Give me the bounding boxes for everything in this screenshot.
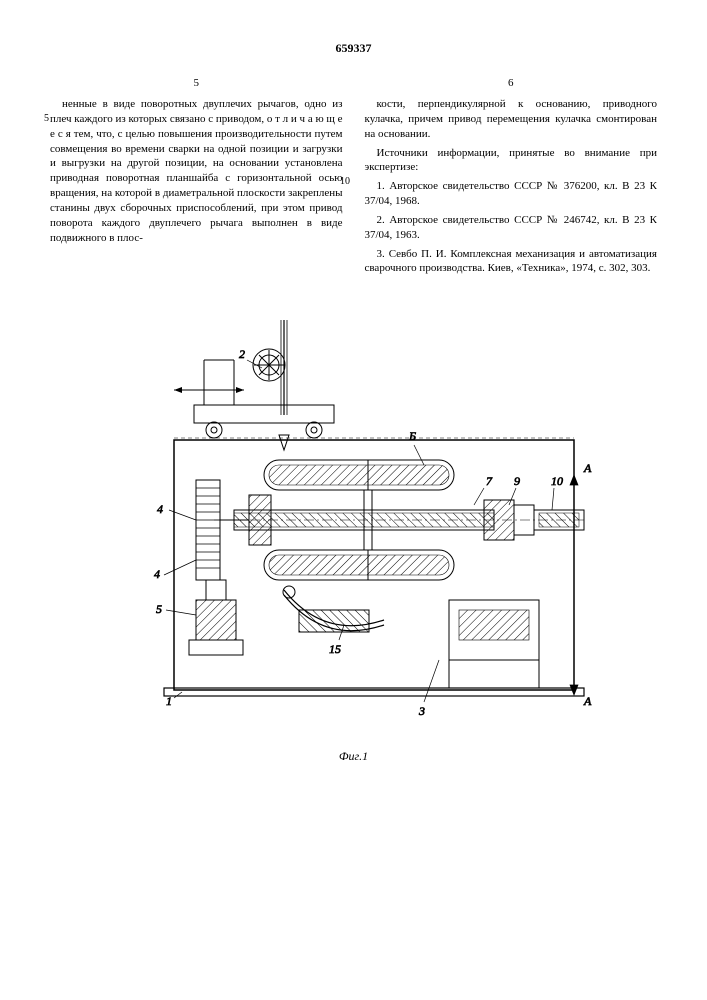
right-col-label: 6 [365, 76, 658, 91]
figure-diagram: 2 4 4 5 Б 7 9 10 [114, 310, 594, 740]
callout-7: 7 [486, 474, 493, 488]
source-2: 2. Авторское свидетельство СССР № 246742… [365, 213, 658, 243]
source-3: 3. Севбо П. И. Комплексная механизация и… [365, 247, 658, 277]
document-number: 659337 [50, 40, 657, 56]
right-support [449, 600, 539, 688]
callout-9: 9 [514, 474, 520, 488]
callout-4a: 4 [157, 502, 163, 516]
callout-2: 2 [239, 347, 245, 361]
cam-lever [283, 586, 384, 632]
right-column: 6 кости, перпендикулярной к основанию, п… [365, 76, 658, 280]
section-A-bot: A [583, 694, 592, 708]
figure-area: 2 4 4 5 Б 7 9 10 [50, 310, 657, 764]
rotating-assembly [214, 460, 584, 580]
gear-drive [189, 480, 249, 655]
right-paragraph: кости, перпендикулярной к основанию, при… [365, 97, 658, 142]
text-columns: 5 ненные в виде поворотных двуплечих рыч… [50, 76, 657, 280]
line-marker-10: 10 [340, 175, 350, 189]
sources-heading: Источники информации, принятые во вниман… [365, 146, 658, 176]
left-paragraph: ненные в виде поворотных двуплечих рычаг… [50, 97, 343, 245]
section-A-top: A [583, 461, 592, 475]
callout-B: Б [408, 429, 416, 443]
left-col-label: 5 [50, 76, 343, 91]
source-1: 1. Авторское свидетельство СССР № 376200… [365, 179, 658, 209]
line-marker-5: 5 [44, 112, 49, 126]
callout-10: 10 [551, 474, 563, 488]
callout-3: 3 [418, 704, 425, 718]
left-column: 5 ненные в виде поворотных двуплечих рыч… [50, 76, 343, 280]
callout-4b: 4 [154, 567, 160, 581]
callout-15: 15 [329, 642, 341, 656]
figure-caption: Фиг.1 [50, 748, 657, 764]
callout-1: 1 [166, 694, 172, 708]
callout-5: 5 [156, 602, 162, 616]
carriage [174, 320, 334, 450]
